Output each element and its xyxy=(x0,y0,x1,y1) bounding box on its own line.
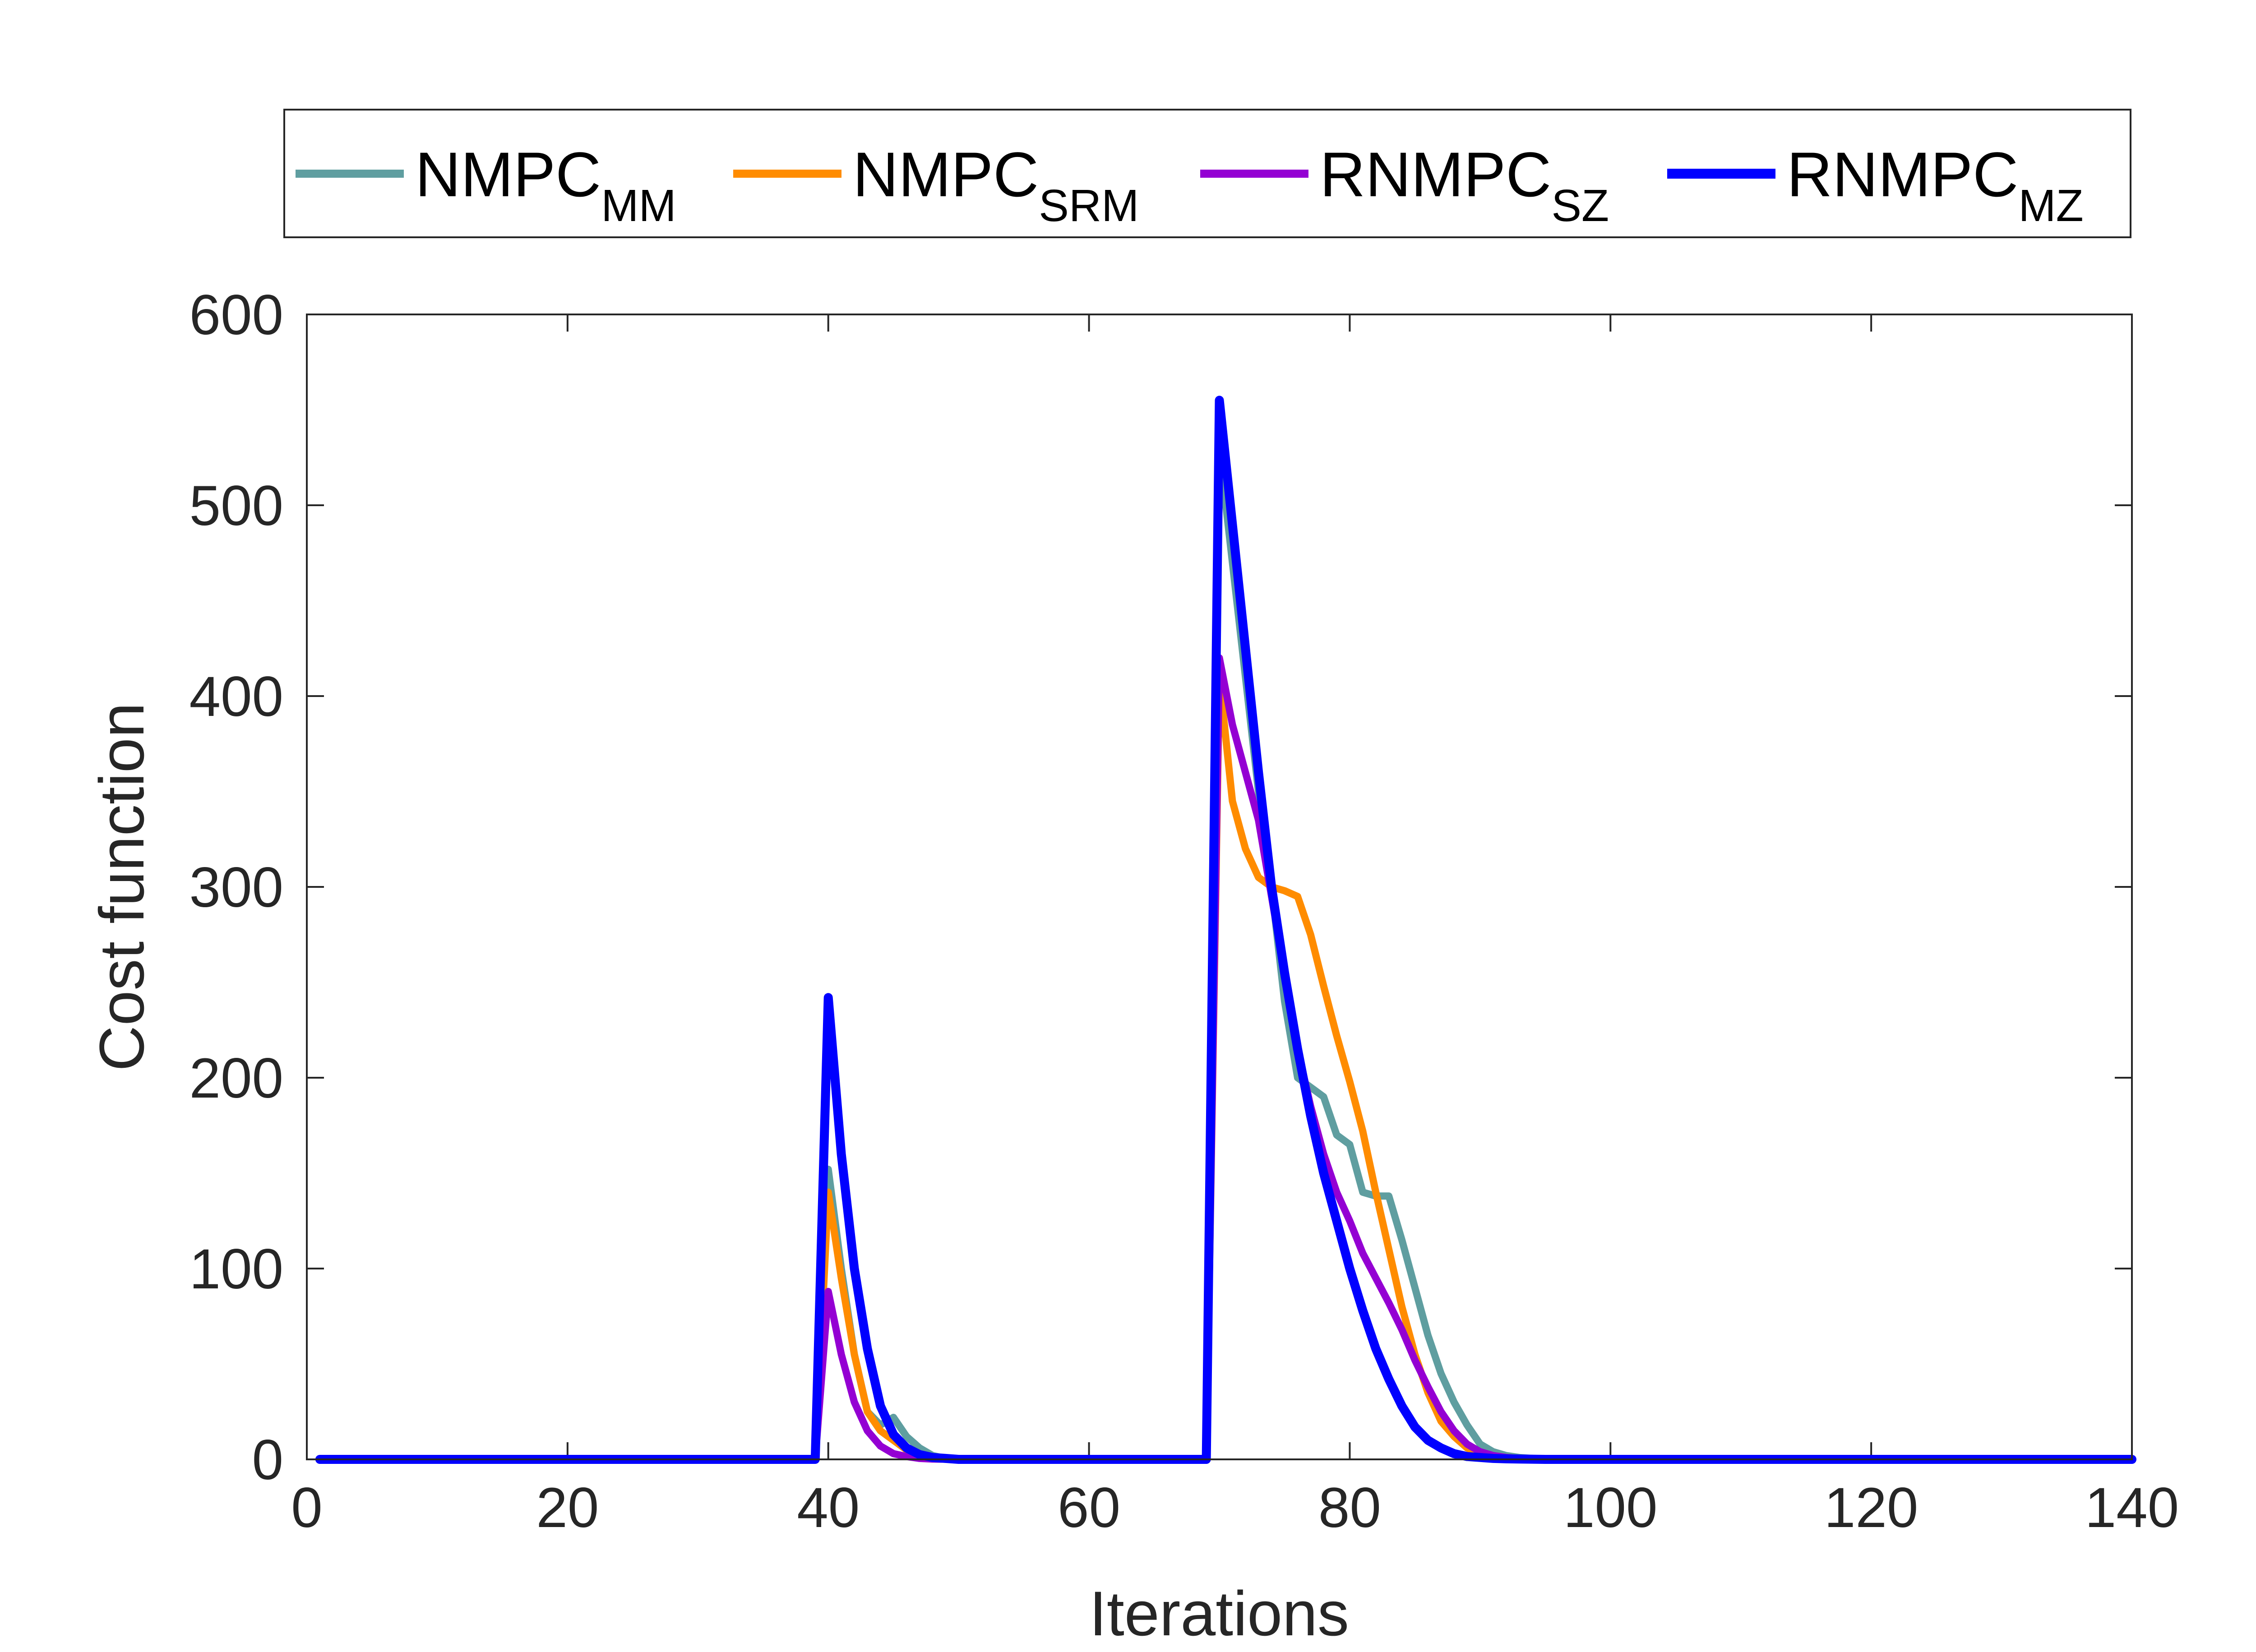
y-tick-label: 500 xyxy=(189,475,283,537)
legend-label-rnmpc-mz: RNMPCMZ xyxy=(1787,139,2084,231)
x-tick-label: 40 xyxy=(797,1477,860,1539)
legend-label-nmpc-mm: NMPCMM xyxy=(415,139,676,231)
legend-label-rnmpc-sz: RNMPCSZ xyxy=(1320,139,1609,231)
legend-label-nmpc-srm: NMPCSRM xyxy=(853,139,1139,231)
plot-area: 0 20 40 60 80 100 120 140 0 100 200 300 400 500 600 xyxy=(189,284,2179,1539)
series-lines xyxy=(315,396,2136,1464)
legend-name: RNMPC xyxy=(1787,139,2018,210)
y-tick-label: 0 xyxy=(252,1429,283,1491)
legend-subscript: SRM xyxy=(1039,180,1139,231)
legend: NMPCMM NMPCSRM RNMPCSZ RNMPCMZ xyxy=(283,109,2131,238)
x-tick-label: 0 xyxy=(291,1477,323,1539)
y-tick-label: 100 xyxy=(189,1238,283,1301)
x-axis-title: Iterations xyxy=(1089,1578,1349,1649)
x-tick-label: 20 xyxy=(536,1477,599,1539)
x-tick-label: 80 xyxy=(1318,1477,1381,1539)
legend-name: NMPC xyxy=(853,139,1039,210)
legend-subscript: MZ xyxy=(2018,180,2083,231)
axis-ticks: 0 20 40 60 80 100 120 140 0 100 200 300 400 500 600 xyxy=(189,284,2179,1539)
y-tick-label: 600 xyxy=(189,284,283,346)
y-tick-label: 300 xyxy=(189,856,283,919)
legend-name: NMPC xyxy=(415,139,601,210)
legend-subscript: SZ xyxy=(1551,180,1609,231)
y-tick-label: 200 xyxy=(189,1047,283,1110)
x-tick-label: 120 xyxy=(1824,1477,1919,1539)
series-line-rnmpc-mz xyxy=(315,396,2136,1464)
legend-subscript: MM xyxy=(601,180,676,231)
x-tick-label: 140 xyxy=(2085,1477,2179,1539)
axes-frame xyxy=(306,314,2133,1460)
y-tick-label: 400 xyxy=(189,665,283,728)
legend-entries: NMPCMM NMPCSRM RNMPCSZ RNMPCMZ xyxy=(296,139,2084,231)
legend-name: RNMPC xyxy=(1320,139,1551,210)
x-tick-label: 100 xyxy=(1563,1477,1658,1539)
x-tick-label: 60 xyxy=(1058,1477,1120,1539)
y-axis-title: Cost function xyxy=(86,702,157,1071)
